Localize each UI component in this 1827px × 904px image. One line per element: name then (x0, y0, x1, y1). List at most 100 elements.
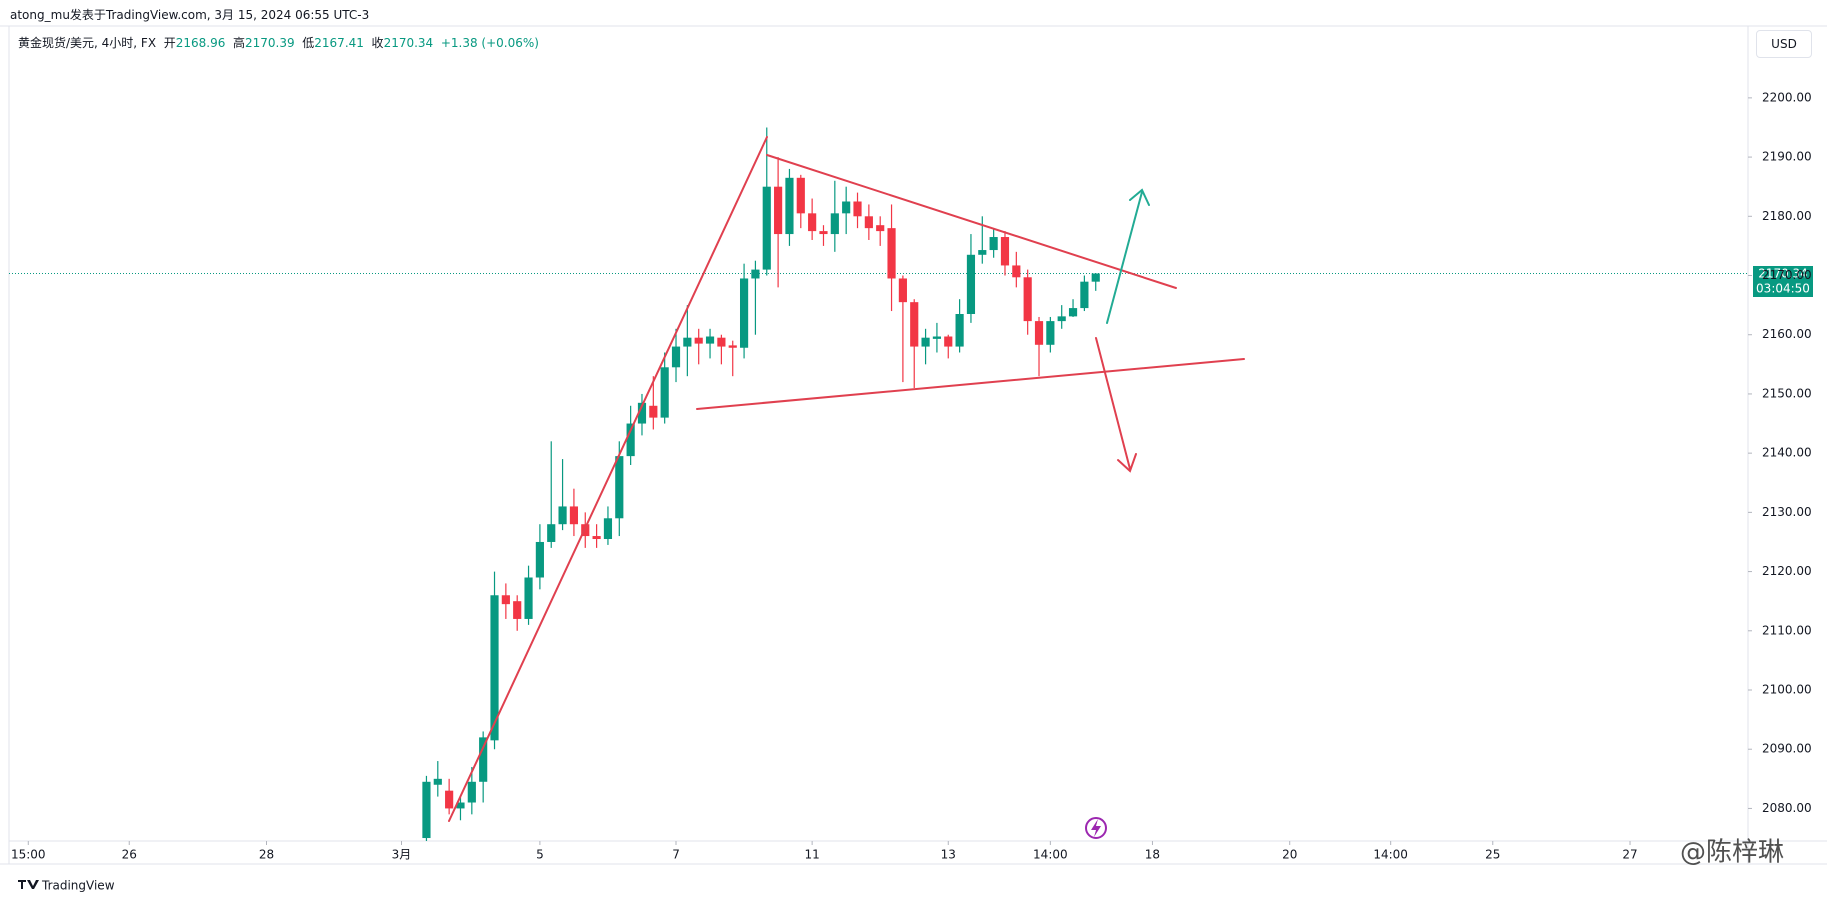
y-tick-label: 2160.00 (1762, 327, 1812, 341)
candle-body (513, 601, 522, 619)
arrow-up-head (1129, 188, 1150, 206)
y-tick-label: 2170.00 (1762, 268, 1812, 282)
candle-body (649, 405, 658, 418)
author-watermark: @陈梓琳 (1680, 838, 1784, 868)
price-tag (1753, 266, 1813, 297)
x-tick-label: 14:00 (1033, 848, 1068, 862)
x-tick-label: 11 (804, 848, 819, 862)
candle-body (989, 237, 998, 251)
y-tick-label: 2150.00 (1762, 386, 1812, 400)
candle-body (774, 186, 783, 235)
y-tick-label: 2140.00 (1762, 446, 1812, 460)
candle-body (694, 337, 703, 344)
x-tick-label: 25 (1485, 848, 1500, 862)
candle-body (808, 213, 817, 232)
candle-body (524, 577, 533, 619)
candle-body (876, 225, 885, 232)
drawings (448, 136, 1245, 822)
plot (9, 127, 1748, 841)
candle-body (717, 337, 726, 347)
candle-body (615, 456, 624, 519)
candle-body (569, 506, 579, 525)
candle-body (456, 802, 465, 809)
low-value: 2167.41 (314, 36, 364, 50)
candle-body (921, 337, 930, 347)
brand: TradingView (18, 879, 115, 893)
candle-body (728, 345, 737, 348)
candle-body (1034, 321, 1044, 345)
candle-body (966, 254, 976, 315)
candle-body (1023, 277, 1032, 322)
open-label: 开 (163, 36, 176, 50)
x-tick-label: 5 (536, 848, 544, 862)
arrow-down-head (1117, 453, 1137, 473)
candle-body (683, 337, 692, 347)
trend-line (766, 154, 1177, 289)
close-value: 2170.34 (383, 36, 434, 50)
change: +1.38 (+0.06%) (440, 36, 539, 50)
candle-body (830, 213, 839, 235)
candle-body (978, 250, 987, 255)
brand-name: TradingView (41, 879, 115, 893)
x-tick-label: 28 (259, 848, 274, 862)
x-tick-label: 15:00 (11, 848, 46, 862)
candle-body (547, 524, 556, 542)
candle-body (887, 228, 896, 279)
currency-button[interactable]: USD (1756, 30, 1812, 58)
candle-body (1057, 316, 1066, 322)
y-tick-label: 2080.00 (1762, 801, 1812, 815)
candle-body (1080, 281, 1089, 309)
x-tick-label: 14:00 (1373, 848, 1408, 862)
candle-body (932, 336, 942, 339)
candle-body (671, 346, 681, 368)
symbol: 黄金现货/美元, 4小时, FX (18, 36, 157, 50)
candle-body (898, 278, 907, 303)
candle-body (762, 186, 771, 270)
candle-body (1000, 237, 1010, 266)
y-tick-label: 2120.00 (1762, 564, 1812, 578)
candle-body (751, 269, 760, 279)
arrow-down (1095, 337, 1131, 470)
y-tick-label: 2180.00 (1762, 209, 1812, 223)
x-tick-label: 26 (122, 848, 137, 862)
candle-body (796, 177, 805, 214)
candle-body (535, 541, 544, 578)
lightning-icon (1085, 817, 1107, 839)
candle-body (626, 423, 635, 457)
candle-body (479, 737, 488, 782)
trend-line (696, 358, 1245, 410)
high-label: 高 (232, 36, 245, 50)
price-tag-countdown: 03:04:50 (1756, 282, 1810, 296)
candle-body (842, 201, 851, 214)
y-tick-label: 2110.00 (1762, 623, 1812, 637)
high-value: 2170.39 (245, 36, 295, 50)
candle-body (910, 302, 919, 347)
x-tick-label: 7 (672, 848, 680, 862)
y-tick-label: 2090.00 (1762, 742, 1812, 756)
candle-body (592, 536, 601, 540)
candle-body (955, 314, 964, 347)
candle-body (490, 595, 499, 741)
x-tick-label: 13 (941, 848, 956, 862)
candle-body (705, 336, 715, 344)
candle-body (603, 518, 613, 540)
low-label: 低 (302, 36, 315, 50)
candle-body (467, 781, 476, 803)
candle-body (660, 367, 669, 418)
candle-body (1068, 308, 1078, 317)
close-label: 收 (371, 36, 384, 50)
candle-body (739, 278, 749, 348)
candle-body (637, 402, 647, 424)
candle-body (558, 506, 567, 525)
candle-body (433, 778, 442, 785)
y-tick-label: 2200.00 (1762, 90, 1812, 104)
open-value: 2168.96 (175, 36, 226, 50)
candle-body (422, 781, 431, 839)
y-tick-label: 2100.00 (1762, 683, 1812, 697)
arrow-up (1106, 191, 1143, 324)
price-tag-value: 2170.34 (1758, 267, 1808, 281)
x-tick-label: 3月 (392, 848, 412, 862)
y-tick-label: 2130.00 (1762, 505, 1812, 519)
